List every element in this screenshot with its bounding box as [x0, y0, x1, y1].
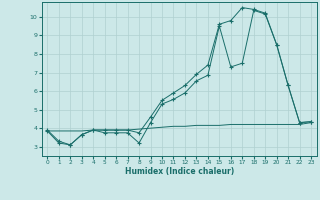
X-axis label: Humidex (Indice chaleur): Humidex (Indice chaleur) — [124, 167, 234, 176]
